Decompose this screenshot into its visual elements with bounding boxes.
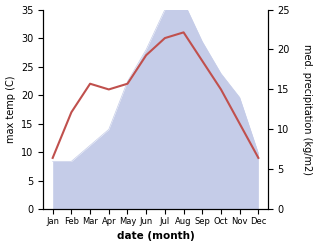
Y-axis label: max temp (C): max temp (C) [5, 76, 16, 143]
X-axis label: date (month): date (month) [117, 231, 194, 242]
Y-axis label: med. precipitation (kg/m2): med. precipitation (kg/m2) [302, 44, 313, 175]
